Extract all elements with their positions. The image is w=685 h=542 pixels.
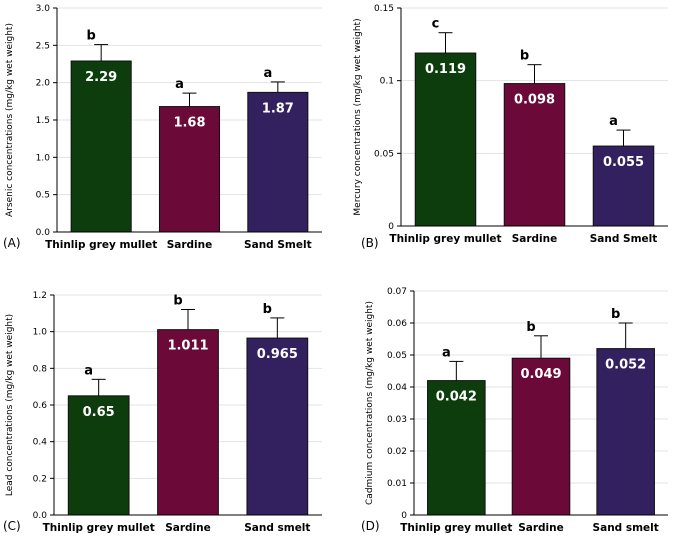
panel-c-ytick-label: 0.4 [33, 438, 48, 448]
panel-a-bar [247, 91, 309, 233]
panel-d-ytick-label: 0.06 [387, 319, 407, 329]
panel-a-data-label: 1.87 [262, 101, 294, 116]
panel-b-bar [592, 145, 655, 227]
panel-d-data-label: 0.049 [520, 367, 561, 382]
panel-b-data-label: 0.098 [514, 93, 555, 108]
panel-c-ytick-label: 1.2 [33, 291, 47, 301]
panel-d-bar [596, 348, 655, 516]
panel-d-ylabel: Cadmium concentrations (mg/kg wet weight… [365, 301, 375, 505]
panel-a-ytick-label: 3.0 [36, 4, 51, 14]
panel-a-ytick-label: 0.0 [36, 228, 51, 238]
panel-a-category-label: Sardine [167, 239, 213, 251]
panel-b-data-label: 0.055 [603, 155, 644, 170]
panel-d-ytick-label: 0.01 [387, 479, 407, 489]
panel-b-ytick-label: 0 [388, 222, 394, 232]
panel-a-significance-letter: a [263, 66, 272, 81]
panel-b-ytick-label: 0.1 [380, 77, 394, 87]
panel-a-ytick-label: 1.0 [36, 153, 51, 163]
panel-a-bar [158, 106, 221, 233]
panel-c-ytick-label: 0.2 [33, 474, 47, 484]
panel-b-category-label: Sand Smelt [590, 233, 658, 245]
panel-c-bar [157, 329, 219, 516]
panel-b-ylabel: Mercury concentrations (mg/kg wet weight… [353, 18, 363, 215]
panel-d-ytick-label: 0.07 [387, 287, 407, 297]
panel-d-ytick-label: 0.04 [387, 383, 407, 393]
panel-d-significance-letter: b [526, 320, 535, 335]
panel-c-data-label: 0.965 [257, 347, 298, 362]
panel-d-significance-letter: b [611, 307, 620, 322]
panel-b-ytick-label: 0.05 [374, 149, 394, 159]
panel-d-ytick-label: 0.05 [387, 351, 407, 361]
panel-a-data-label: 1.68 [173, 116, 205, 131]
panel-d-significance-letter: a [442, 345, 451, 360]
panel-a-significance-letter: b [87, 29, 96, 44]
panel-b-bar [503, 83, 566, 227]
panel-d-label: (D) [361, 519, 380, 533]
panel-d-category-label: Sand smelt [593, 522, 659, 534]
panel-b-significance-letter: c [432, 17, 440, 32]
panel-a-ytick-label: 0.5 [36, 191, 50, 201]
panel-a-bar [70, 60, 132, 233]
panel-c-label: (C) [3, 519, 21, 533]
panel-b-significance-letter: a [609, 114, 618, 129]
panel-c-category-label: Sardine [165, 522, 211, 534]
panel-a-significance-letter: a [175, 77, 184, 92]
panel-b-significance-letter: b [520, 49, 529, 64]
panel-c-data-label: 1.011 [167, 339, 208, 354]
panel-b-data-label: 0.119 [425, 62, 466, 77]
panel-c-significance-letter: b [263, 302, 272, 317]
panel-c-ytick-label: 0.6 [33, 401, 48, 411]
panel-d-ytick-label: 0.02 [387, 447, 407, 457]
panel-a-data-label: 2.29 [85, 70, 117, 85]
panel-d-bar [511, 357, 571, 516]
panel-a-ytick-label: 2.5 [36, 41, 50, 51]
panel-d-data-label: 0.052 [605, 358, 646, 373]
panel-a-ytick-label: 1.5 [36, 116, 50, 126]
panel-b-category-label: Sardine [512, 233, 558, 245]
panel-b-category-label: Thinlip grey mullet [389, 233, 501, 245]
panel-d-category-label: Sardine [518, 522, 564, 534]
panel-d-ytick-label: 0 [401, 511, 407, 521]
panel-c-ytick-label: 0.8 [33, 364, 48, 374]
panel-d-bar [427, 380, 486, 516]
panel-b-ytick-label: 0.15 [374, 4, 394, 14]
panel-d-data-label: 0.042 [436, 390, 477, 405]
panel-d-ytick-label: 0.03 [387, 415, 407, 425]
panel-c-category-label: Thinlip grey mullet [43, 522, 155, 534]
panel-c-ytick-label: 0.0 [33, 511, 48, 521]
panel-c-significance-letter: b [173, 293, 182, 308]
panel-a-ytick-label: 2.0 [36, 79, 51, 89]
panel-c-bar [246, 337, 309, 516]
panel-b-bar [414, 52, 477, 227]
panel-a-category-label: Thinlip grey mullet [45, 239, 157, 251]
panel-c-data-label: 0.65 [83, 405, 115, 420]
panel-d-category-label: Thinlip grey mullet [400, 522, 512, 534]
panel-c-ylabel: Lead concentrations (mg/kg wet weight) [5, 314, 15, 496]
panel-c-significance-letter: a [84, 363, 93, 378]
panel-a-label: (A) [3, 236, 21, 250]
panel-a-ylabel: Arsenic concentrations (mg/kg wet weight… [5, 23, 15, 217]
panel-c-category-label: Sand smelt [244, 522, 310, 534]
panel-b-label: (B) [361, 236, 379, 250]
panel-a-category-label: Sand Smelt [244, 239, 312, 251]
panel-c-ytick-label: 1.0 [33, 328, 48, 338]
